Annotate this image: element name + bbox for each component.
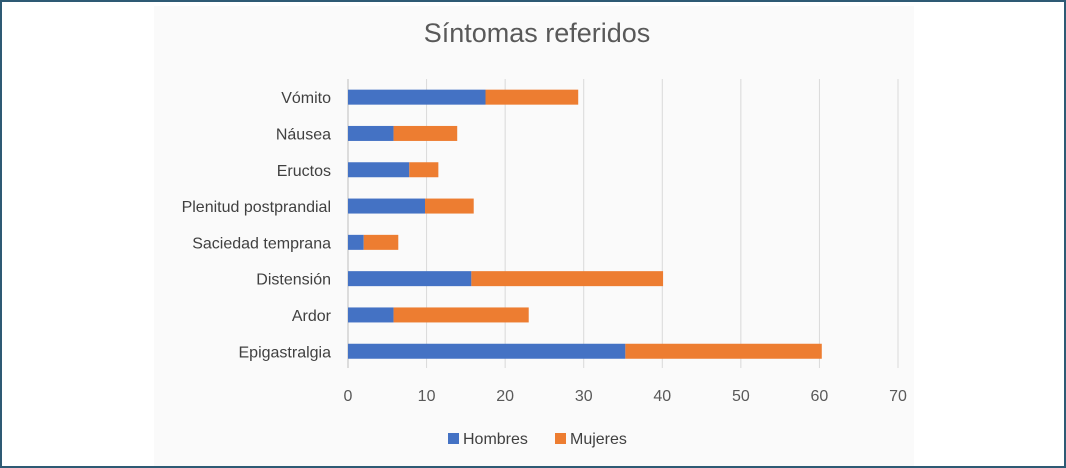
category-label: Plenitud postprandial <box>182 199 331 216</box>
category-label: Saciedad temprana <box>192 235 331 252</box>
bar-mujeres <box>471 271 664 287</box>
x-tick-label: 60 <box>811 388 829 405</box>
x-tick-label: 20 <box>496 388 514 405</box>
x-tick-label: 0 <box>344 388 353 405</box>
bar-hombres <box>348 307 394 323</box>
bar-mujeres <box>363 234 399 250</box>
bar-mujeres <box>625 343 822 359</box>
chart-title: Síntomas referidos <box>424 18 651 48</box>
x-tick-label: 30 <box>575 388 593 405</box>
x-axis-tick-labels: 0 10 20 30 40 50 60 70 <box>344 388 907 405</box>
bar-mujeres <box>393 307 529 323</box>
category-label: Náusea <box>276 126 331 143</box>
bar-hombres <box>348 234 364 250</box>
legend-swatch <box>555 433 566 444</box>
bars <box>348 89 822 359</box>
bar-hombres <box>348 89 486 105</box>
bar-mujeres <box>425 198 474 214</box>
bar-hombres <box>348 125 394 141</box>
legend[interactable]: Hombres Mujeres <box>448 431 627 448</box>
x-tick-label: 70 <box>889 388 907 405</box>
category-labels: Vómito Náusea Eructos Plenitud postprandial… <box>182 90 332 361</box>
category-label: Distensión <box>256 272 331 289</box>
legend-label: Mujeres <box>570 431 627 448</box>
x-tick-label: 50 <box>732 388 750 405</box>
bar-mujeres <box>393 125 458 141</box>
legend-swatch <box>448 433 459 444</box>
category-label: Epigastralgia <box>239 344 332 361</box>
category-label: Eructos <box>277 163 331 180</box>
x-tick-label: 10 <box>418 388 436 405</box>
gridlines <box>347 79 899 368</box>
chart-background <box>154 6 914 466</box>
bar-hombres <box>348 198 425 214</box>
category-label: Vómito <box>281 90 331 107</box>
bar-mujeres <box>485 89 579 105</box>
bar-mujeres <box>409 162 439 178</box>
category-label: Ardor <box>292 308 332 325</box>
x-tick-label: 40 <box>653 388 671 405</box>
bar-hombres <box>348 343 626 359</box>
bar-hombres <box>348 271 472 287</box>
bar-hombres <box>348 162 410 178</box>
legend-label: Hombres <box>463 431 528 448</box>
